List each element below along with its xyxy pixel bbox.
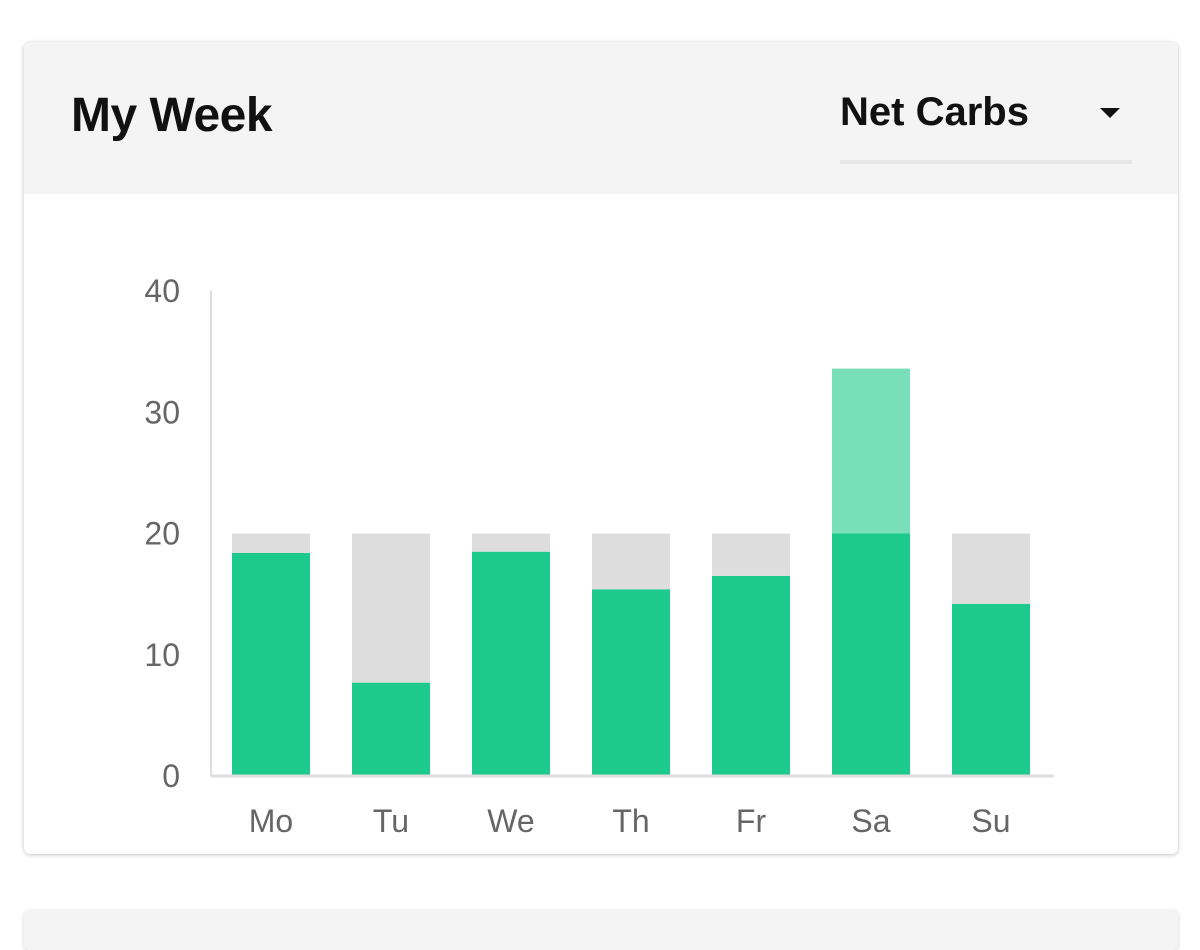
x-tick-labels: Mo Tu We Th Fr Sa Su — [249, 803, 1011, 839]
y-tick-label: 0 — [162, 758, 180, 794]
dropdown-underline — [840, 160, 1132, 164]
y-tick-label: 20 — [144, 516, 180, 552]
bar-consumed-mo — [232, 552, 310, 776]
x-tick-label: Th — [612, 803, 649, 839]
x-tick-label: Sa — [851, 803, 890, 839]
y-tick-label: 30 — [144, 394, 180, 430]
bar-remaining-we — [472, 533, 550, 552]
bar-consumed-tu — [352, 682, 430, 776]
my-week-card: My Week Net Carbs 0 10 20 30 40 Mo Tu We Th Fr Sa… — [24, 42, 1178, 854]
bar-remaining-su — [952, 533, 1030, 604]
bar-remaining-tu — [352, 533, 430, 683]
bar-remaining-th — [592, 533, 670, 590]
y-tick-label: 10 — [144, 637, 180, 673]
card-title: My Week — [71, 89, 273, 142]
bars-layer — [232, 368, 1030, 776]
y-tick-label: 40 — [144, 273, 180, 309]
x-tick-label: Su — [971, 803, 1010, 839]
x-tick-label: We — [487, 803, 534, 839]
bar-over-sa — [832, 368, 910, 534]
bar-consumed-sa — [832, 533, 910, 776]
y-tick-labels: 0 10 20 30 40 — [144, 273, 180, 794]
x-tick-label: Mo — [249, 803, 293, 839]
metric-dropdown-value: Net Carbs — [840, 90, 1029, 134]
bar-consumed-th — [592, 589, 670, 776]
metric-dropdown[interactable]: Net Carbs — [840, 82, 1132, 166]
x-tick-label: Fr — [736, 803, 767, 839]
x-tick-label: Tu — [373, 803, 409, 839]
weekly-bar-chart: 0 10 20 30 40 Mo Tu We Th Fr Sa Su — [144, 273, 1054, 839]
bar-remaining-fr — [712, 533, 790, 576]
card-header: My Week Net Carbs — [24, 42, 1178, 194]
bar-consumed-fr — [712, 575, 790, 776]
bar-consumed-we — [472, 551, 550, 776]
next-card — [24, 910, 1178, 950]
bar-remaining-mo — [232, 533, 310, 553]
caret-down-icon — [1100, 108, 1120, 118]
bar-consumed-su — [952, 603, 1030, 776]
